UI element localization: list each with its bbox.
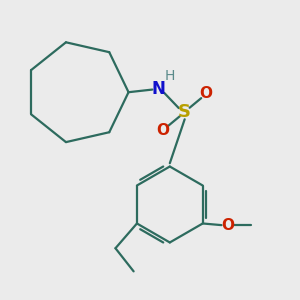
Text: N: N bbox=[151, 80, 165, 98]
Text: H: H bbox=[165, 69, 175, 83]
Text: O: O bbox=[200, 86, 213, 101]
Text: O: O bbox=[221, 218, 234, 232]
Text: O: O bbox=[157, 123, 170, 138]
Text: S: S bbox=[178, 103, 191, 121]
